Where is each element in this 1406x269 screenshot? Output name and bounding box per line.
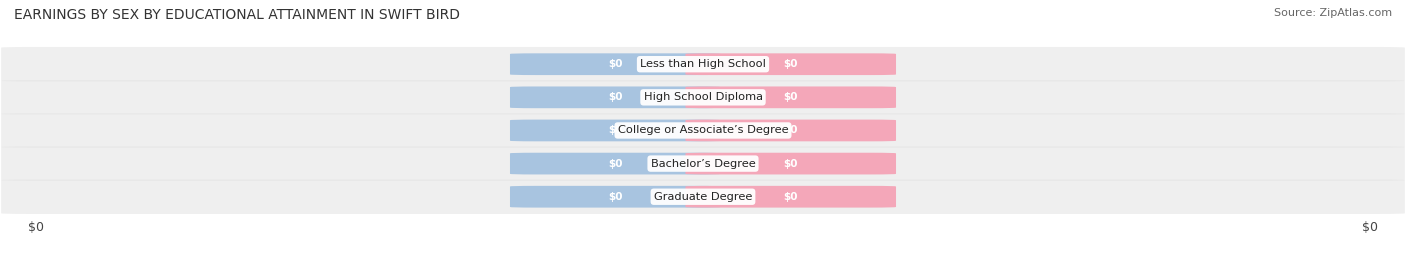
FancyBboxPatch shape xyxy=(1,146,1405,181)
FancyBboxPatch shape xyxy=(1,80,1405,115)
Text: Source: ZipAtlas.com: Source: ZipAtlas.com xyxy=(1274,8,1392,18)
Text: $0: $0 xyxy=(1362,221,1378,233)
Text: EARNINGS BY SEX BY EDUCATIONAL ATTAINMENT IN SWIFT BIRD: EARNINGS BY SEX BY EDUCATIONAL ATTAINMEN… xyxy=(14,8,460,22)
FancyBboxPatch shape xyxy=(510,86,720,108)
FancyBboxPatch shape xyxy=(510,186,720,208)
Text: $0: $0 xyxy=(783,159,799,169)
FancyBboxPatch shape xyxy=(686,186,896,208)
FancyBboxPatch shape xyxy=(1,47,1405,82)
Text: $0: $0 xyxy=(607,92,623,102)
FancyBboxPatch shape xyxy=(686,153,896,175)
FancyBboxPatch shape xyxy=(510,53,720,75)
Text: $0: $0 xyxy=(607,159,623,169)
FancyBboxPatch shape xyxy=(686,86,896,108)
Legend: Male, Female: Male, Female xyxy=(633,267,773,269)
Text: $0: $0 xyxy=(783,125,799,136)
FancyBboxPatch shape xyxy=(1,113,1405,148)
Text: $0: $0 xyxy=(783,192,799,202)
Text: Bachelor’s Degree: Bachelor’s Degree xyxy=(651,159,755,169)
FancyBboxPatch shape xyxy=(510,153,720,175)
Text: $0: $0 xyxy=(28,221,44,233)
Text: High School Diploma: High School Diploma xyxy=(644,92,762,102)
FancyBboxPatch shape xyxy=(510,120,720,141)
FancyBboxPatch shape xyxy=(1,179,1405,214)
Text: Graduate Degree: Graduate Degree xyxy=(654,192,752,202)
Text: $0: $0 xyxy=(607,192,623,202)
Text: $0: $0 xyxy=(607,59,623,69)
Text: Less than High School: Less than High School xyxy=(640,59,766,69)
Text: $0: $0 xyxy=(783,92,799,102)
Text: $0: $0 xyxy=(783,59,799,69)
FancyBboxPatch shape xyxy=(686,120,896,141)
FancyBboxPatch shape xyxy=(686,53,896,75)
Text: $0: $0 xyxy=(607,125,623,136)
Text: College or Associate’s Degree: College or Associate’s Degree xyxy=(617,125,789,136)
